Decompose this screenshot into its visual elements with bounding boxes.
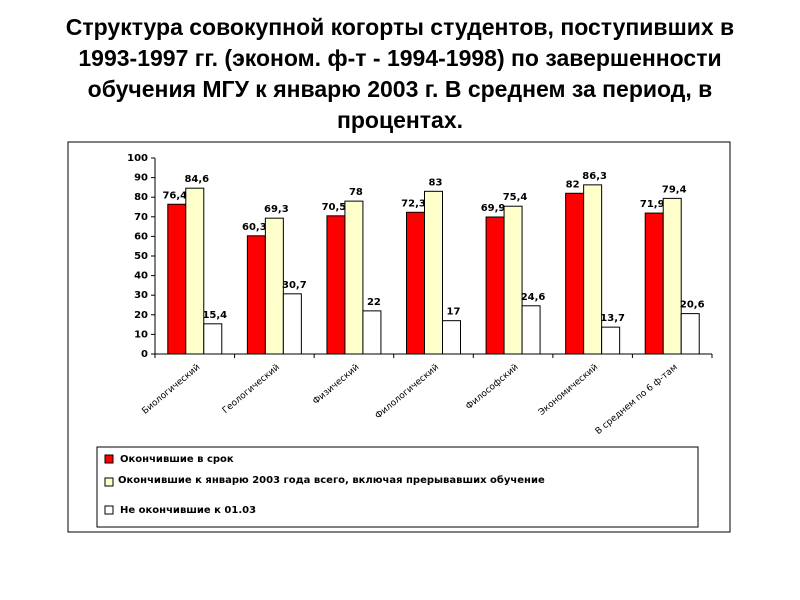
- bar: [680, 313, 700, 355]
- data-label: 82: [566, 179, 580, 190]
- bar: [583, 184, 603, 355]
- y-tick-label: 100: [127, 153, 148, 164]
- bar: [644, 212, 664, 355]
- bar: [503, 205, 523, 355]
- bar: [185, 187, 205, 355]
- data-label: 86,3: [582, 171, 607, 182]
- y-tick-label: 50: [134, 251, 148, 262]
- bar: [326, 215, 346, 355]
- bar: [424, 190, 443, 355]
- bar: [442, 320, 461, 355]
- bar: [167, 203, 187, 355]
- data-label: 22: [367, 297, 381, 308]
- data-label: 72,3: [401, 198, 426, 209]
- legend-swatch: [104, 477, 114, 487]
- data-label: 70,5: [322, 202, 347, 213]
- bar: [601, 326, 621, 355]
- y-tick-label: 10: [134, 329, 148, 340]
- legend-swatch: [104, 505, 114, 515]
- data-label: 60,3: [242, 222, 267, 233]
- bar: [344, 200, 364, 355]
- y-tick-label: 0: [141, 349, 148, 360]
- data-label: 30,7: [282, 280, 307, 291]
- y-tick-label: 30: [134, 290, 148, 301]
- legend-label-wrap: Окончившие к январю 2003 года всего, вкл…: [118, 475, 545, 486]
- legend-swatch: [104, 454, 114, 464]
- data-label: 71,9: [640, 199, 665, 210]
- bar: [362, 310, 382, 355]
- bar: [246, 235, 266, 355]
- bar: [282, 293, 302, 355]
- bar: [406, 211, 425, 355]
- y-tick-label: 90: [134, 173, 148, 184]
- chart-title: Структура совокупной когорты студентов, …: [65, 14, 735, 133]
- data-label: 75,4: [503, 192, 528, 203]
- data-label: 69,3: [264, 204, 289, 215]
- y-tick-label: 70: [134, 212, 148, 223]
- bar: [203, 323, 223, 355]
- legend-label: Окончившие к январю 2003 года всего, вкл…: [118, 475, 545, 486]
- data-label: 17: [447, 307, 461, 318]
- bar: [485, 216, 505, 355]
- data-label: 84,6: [184, 174, 209, 185]
- legend-label: Не окончившие к 01.03: [120, 505, 256, 516]
- y-tick-label: 60: [134, 231, 148, 242]
- bar: [565, 192, 585, 355]
- data-label: 20,6: [680, 300, 705, 311]
- data-label: 69,9: [481, 203, 506, 214]
- y-tick-label: 80: [134, 192, 148, 203]
- y-tick-label: 20: [134, 310, 148, 321]
- data-label: 83: [429, 177, 443, 188]
- bar: [662, 197, 682, 355]
- y-tick-label: 40: [134, 271, 148, 282]
- data-label: 78: [349, 187, 363, 198]
- legend-label: Окончившие в срок: [120, 454, 234, 465]
- data-label: 15,4: [202, 310, 227, 321]
- bar: [521, 305, 541, 355]
- data-label: 76,4: [162, 190, 187, 201]
- data-label: 79,4: [662, 184, 687, 195]
- data-label: 24,6: [521, 292, 546, 303]
- data-label: 13,7: [600, 313, 625, 324]
- bar: [264, 217, 284, 355]
- legend-box: [96, 446, 699, 528]
